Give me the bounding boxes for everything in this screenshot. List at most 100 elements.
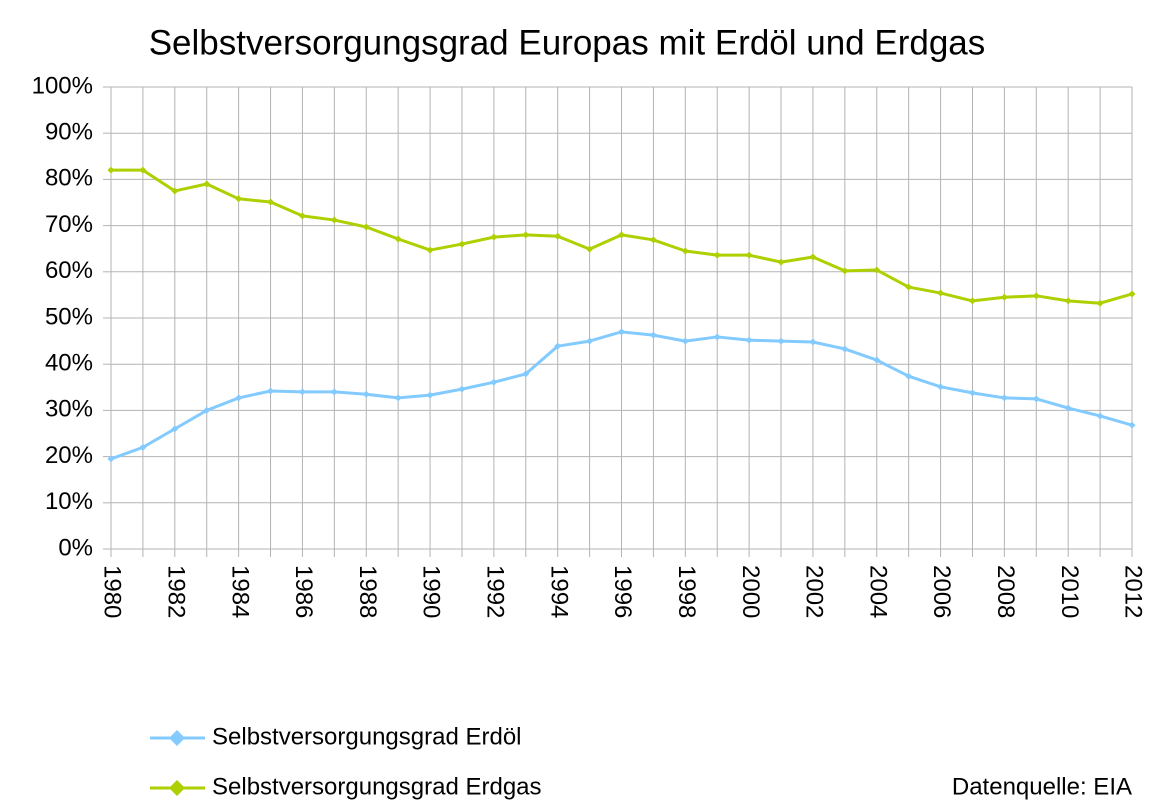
marker: [554, 342, 562, 350]
x-tick-label: 1996: [609, 565, 636, 618]
marker: [426, 391, 434, 399]
x-tick-label: 2010: [1056, 565, 1083, 618]
marker: [330, 388, 338, 396]
y-tick-label: 60%: [45, 257, 93, 284]
y-tick-label: 40%: [45, 350, 93, 377]
x-tick-label: 2006: [928, 565, 955, 618]
marker: [618, 328, 625, 336]
marker: [1096, 299, 1104, 307]
marker: [107, 455, 115, 463]
x-tick-label: 2002: [801, 565, 828, 618]
x-tick-label: 1986: [290, 565, 317, 618]
x-tick-label: 2004: [864, 565, 891, 618]
marker: [745, 251, 753, 259]
x-tick-label: 1990: [418, 565, 445, 618]
marker: [490, 378, 498, 386]
marker: [522, 370, 530, 378]
marker: [267, 198, 275, 206]
marker: [235, 195, 243, 203]
y-tick-label: 80%: [45, 165, 93, 192]
marker: [267, 387, 275, 395]
marker: [649, 331, 657, 339]
x-tick-label: 1998: [673, 565, 700, 618]
marker: [873, 266, 881, 274]
x-tick-label: 1994: [545, 565, 572, 618]
marker: [139, 166, 147, 174]
marker: [426, 246, 434, 254]
marker: [458, 385, 466, 393]
marker: [649, 236, 657, 244]
marker: [1128, 421, 1136, 429]
y-tick-label: 50%: [45, 303, 93, 330]
marker: [235, 394, 243, 402]
legend-label: Selbstversorgungsgrad Erdgas: [212, 773, 542, 800]
x-tick-label: 1982: [162, 565, 189, 618]
x-tick-label: 2012: [1120, 565, 1147, 618]
marker: [745, 336, 753, 344]
x-tick-label: 2008: [992, 565, 1019, 618]
annotation: Datenquelle: EIA: [952, 773, 1132, 800]
marker: [809, 253, 817, 261]
marker: [394, 235, 402, 243]
marker: [171, 425, 179, 433]
marker: [522, 231, 530, 239]
x-tick-label: 2000: [737, 565, 764, 618]
marker: [937, 383, 945, 391]
marker: [1032, 292, 1040, 300]
legend-label: Selbstversorgungsgrad Erdöl: [212, 723, 522, 750]
x-tick-label: 1984: [226, 565, 253, 618]
marker: [330, 216, 338, 224]
marker: [298, 388, 306, 396]
marker: [968, 297, 976, 305]
marker: [937, 289, 945, 297]
x-tick-label: 1992: [482, 565, 509, 618]
marker: [1000, 394, 1008, 402]
marker: [777, 337, 785, 345]
marker: [681, 247, 689, 255]
marker: [362, 223, 370, 231]
marker: [139, 443, 147, 451]
marker: [713, 333, 721, 341]
chart-title: Selbstversorgungsgrad Europas mit Erdöl …: [149, 23, 986, 62]
y-tick-label: 100%: [32, 72, 93, 99]
marker: [171, 187, 179, 195]
marker: [1128, 290, 1136, 298]
marker: [713, 251, 721, 259]
marker: [1000, 293, 1008, 301]
legend-marker: [169, 780, 185, 796]
marker: [841, 267, 849, 275]
marker: [490, 233, 498, 241]
marker: [905, 372, 913, 380]
x-tick-label: 1988: [354, 565, 381, 618]
marker: [681, 337, 689, 345]
y-tick-label: 90%: [45, 119, 93, 146]
marker: [841, 345, 849, 353]
marker: [1096, 412, 1104, 420]
marker: [362, 390, 370, 398]
marker: [458, 240, 466, 248]
x-tick-label: 1980: [99, 565, 126, 618]
marker: [968, 389, 976, 397]
marker: [905, 283, 913, 291]
marker: [777, 258, 785, 266]
marker: [1032, 395, 1040, 403]
y-tick-label: 10%: [45, 488, 93, 515]
marker: [586, 337, 594, 345]
y-tick-label: 30%: [45, 396, 93, 423]
marker: [203, 180, 211, 188]
marker: [1064, 404, 1072, 412]
marker: [618, 231, 625, 239]
marker: [107, 166, 115, 174]
marker: [554, 232, 562, 240]
marker: [809, 338, 817, 346]
y-tick-label: 0%: [58, 534, 93, 561]
marker: [394, 394, 402, 402]
marker: [203, 406, 211, 414]
y-tick-label: 70%: [45, 211, 93, 238]
marker: [873, 356, 881, 364]
marker: [1064, 297, 1072, 305]
marker: [298, 212, 306, 220]
y-tick-label: 20%: [45, 442, 93, 469]
marker: [586, 245, 594, 253]
